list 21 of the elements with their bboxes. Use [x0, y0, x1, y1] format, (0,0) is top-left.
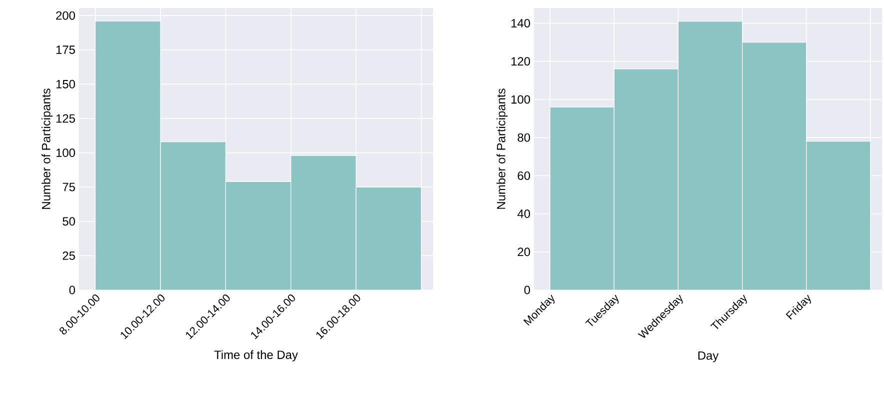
x-axis-title: Day — [698, 351, 719, 362]
y-tick-label: 20 — [518, 248, 530, 256]
y-axis-title: Number of Participants — [42, 88, 53, 209]
y-tick-label: 50 — [62, 217, 76, 226]
x-axis-title: Time of the Day — [214, 350, 298, 362]
y-tick-label: 100 — [56, 148, 76, 157]
y-tick-label: 75 — [62, 182, 75, 192]
y-tick-label: 60 — [518, 171, 530, 180]
y-axis-title: Number of Participants — [496, 88, 508, 209]
y-tick-label: 120 — [511, 57, 530, 66]
y-tick-label: 150 — [56, 80, 76, 88]
y-tick-label: 0 — [524, 286, 530, 294]
y-tick-label: 25 — [62, 251, 75, 260]
y-tick-label: 200 — [56, 11, 76, 20]
y-tick-label: 100 — [511, 95, 530, 104]
y-tick-label: 40 — [517, 210, 530, 218]
y-tick-label: 140 — [511, 19, 530, 28]
y-tick-label: 0 — [69, 286, 76, 294]
y-tick-label: 125 — [56, 114, 75, 123]
y-tick-label: 175 — [56, 46, 75, 54]
y-tick-label: 80 — [518, 133, 530, 142]
